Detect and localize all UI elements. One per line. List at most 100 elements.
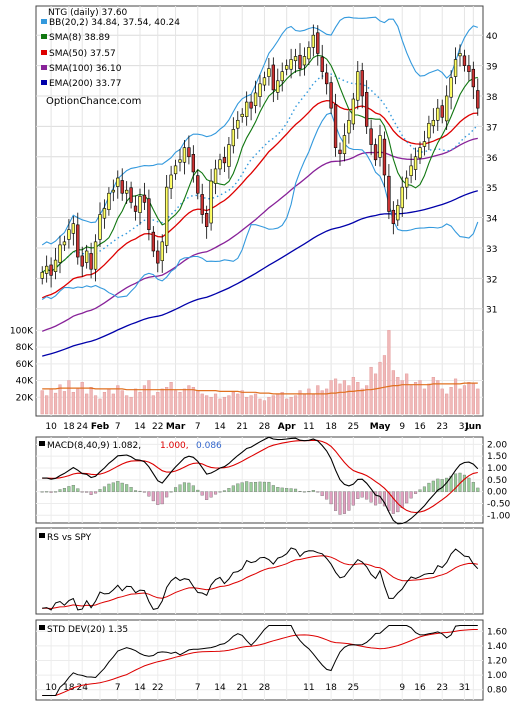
volume-bar [213,393,218,415]
candle-body [320,56,324,72]
date-tick-label: 18 [325,683,337,693]
macd-histogram-bar [409,491,413,499]
date-tick-label: 28 [259,422,271,432]
macd-histogram-bar [382,491,386,507]
legend-swatch-bb [41,19,47,24]
volume-bar [111,393,115,415]
date-tick-label: 7 [195,422,201,432]
macd-tick-label: -1.00 [487,511,511,521]
volume-bar [311,393,315,415]
macd-histogram-bar [347,491,351,511]
ema200-line [42,190,478,357]
price-tick-label: 32 [486,275,497,285]
date-tick-label: Feb [91,422,110,432]
macd-legend: MACD(8,40,9) 1.082, 1.000, 0.086 [39,441,222,451]
volume-bar [218,398,222,415]
macd-histogram-bar [431,480,435,492]
candle-body [387,175,391,212]
macd-histogram-bar [440,479,444,492]
source-label: OptionChance.com [46,96,141,107]
date-tick-label: 16 [414,683,426,693]
candle-body [267,68,271,77]
candle-body [173,165,178,175]
volume-bar [316,385,320,415]
volume-bar [462,385,467,415]
date-tick-label: 7 [115,683,121,693]
macd-histogram-bar [89,491,93,495]
candle-body [449,77,453,98]
candle-body [151,231,156,252]
volume-bar [191,387,195,415]
candle-body [49,264,53,276]
volume-bar [302,393,307,415]
date-tick-label: 11 [303,422,314,432]
macd-histogram-bar [271,485,275,492]
macd-line [42,436,479,525]
date-tick-label: Apr [278,422,296,432]
volume-bar [85,393,89,415]
candle-body [284,65,289,70]
candle-body [222,157,227,164]
date-tick-label: 14 [214,422,226,432]
macd-histogram-bar [116,481,120,492]
candle-body [253,92,258,107]
macd-tick-label: 0.00 [487,488,507,498]
macd-tick-label: 2.00 [487,440,507,450]
macd-histogram-bar [227,488,231,492]
std-tick-label: 1.40 [487,642,507,652]
candle-body [347,119,351,134]
volume-bar [182,388,187,415]
date-tick-label: 21 [236,422,247,432]
date-tick-label: 14 [214,683,226,693]
volume-bar [347,385,351,415]
candle-body [356,71,360,101]
legend-swatch-ema200 [41,80,47,85]
volume-bar [200,393,204,415]
volume-bar [422,388,427,415]
volume-bar [258,398,262,415]
candlesticks [40,24,480,288]
macd-histogram-bar [156,491,160,505]
candle-body [76,224,80,258]
volume-bar [440,388,444,415]
volume-bar [129,397,133,415]
volume-tick-label: 20K [16,393,34,403]
macd-histogram-bar [262,481,266,492]
candle-body [67,229,71,240]
macd-histogram-bar [107,483,111,492]
macd-histogram-bar [147,491,151,497]
macd-histogram-bar [462,474,466,492]
macd-histogram-bar [205,491,209,500]
candle-body [240,113,244,117]
volume-bar [196,390,200,415]
candle-body [142,194,147,203]
date-tick-label: 14 [134,422,146,432]
macd-histogram-bar [187,482,191,492]
price-tick-label: 36 [486,154,498,164]
rs-average-line [42,555,478,610]
macd-histogram-bar [94,491,98,494]
candle-body [209,180,213,224]
date-tick-label: 22 [152,422,163,432]
date-tick-label: 21 [236,683,247,693]
rs-label: RS vs SPY [47,533,92,543]
candle-body [431,119,436,127]
std-tick-label: 0.80 [487,686,507,696]
candle-body [280,71,284,82]
macd-histogram-bar [471,482,475,492]
volume-bar [369,366,373,415]
sma50-line [41,99,478,299]
volume-bar [445,393,449,415]
date-tick-label: 28 [259,683,271,693]
price-tick-label: 38 [486,93,498,103]
candle-body [213,168,218,184]
macd-histogram-bar [245,481,249,492]
macd-histogram-bar [45,491,49,493]
legend-bb: BB(20,2) 34.84, 37.54, 40.24 [49,18,180,28]
candle-body [187,147,191,158]
candle-body [44,265,49,274]
volume-bar [436,380,440,415]
volume-bar [342,380,347,415]
date-tick-label: 25 [348,422,359,432]
volume-bar [205,395,209,415]
